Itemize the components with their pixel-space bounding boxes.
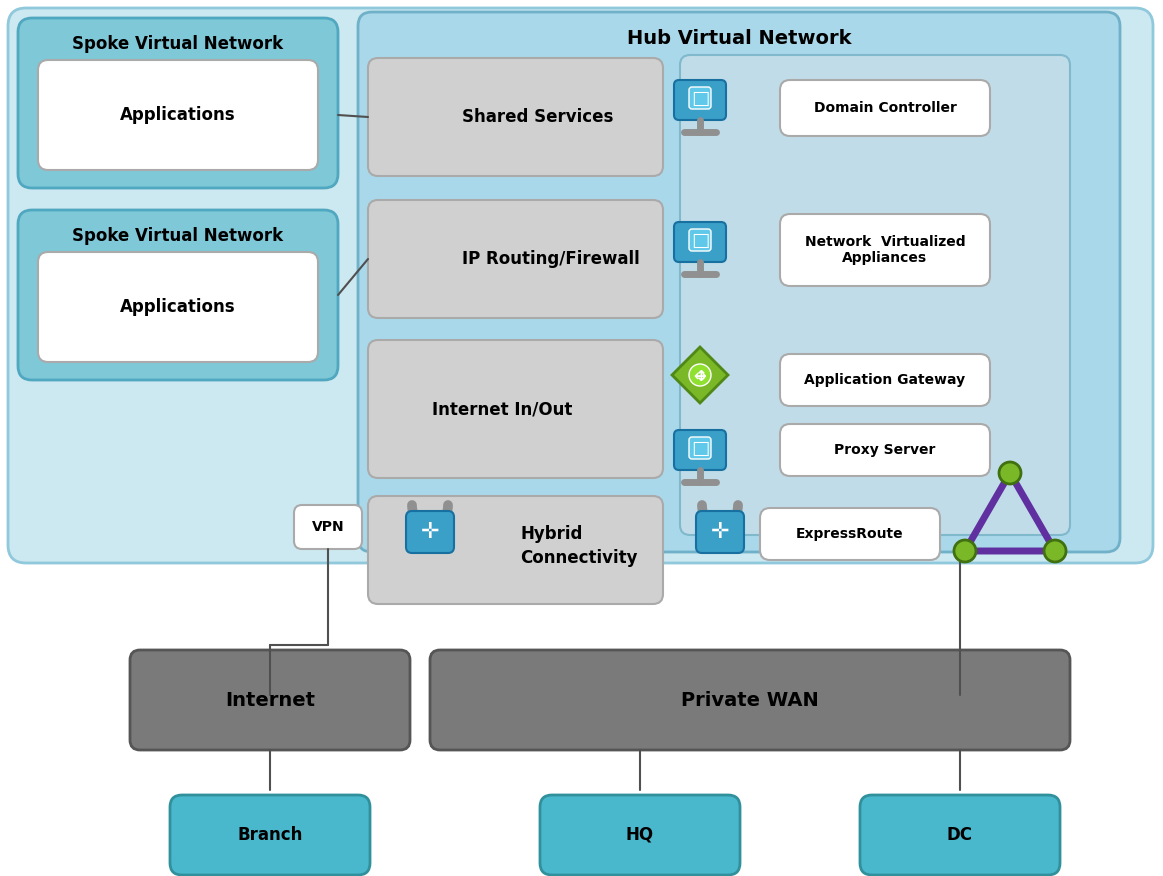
FancyBboxPatch shape [688, 87, 711, 109]
Text: Network  Virtualized
Appliances: Network Virtualized Appliances [805, 235, 965, 265]
FancyBboxPatch shape [695, 511, 744, 553]
FancyBboxPatch shape [368, 58, 663, 176]
FancyBboxPatch shape [780, 80, 990, 136]
Text: ↕: ↕ [693, 369, 706, 384]
FancyBboxPatch shape [780, 354, 990, 406]
Text: Application Gateway: Application Gateway [805, 373, 965, 387]
Text: Private WAN: Private WAN [682, 690, 819, 710]
Text: □: □ [691, 88, 709, 108]
Text: Proxy Server: Proxy Server [834, 443, 936, 457]
FancyBboxPatch shape [430, 650, 1070, 750]
FancyBboxPatch shape [675, 80, 726, 120]
Circle shape [999, 462, 1021, 484]
Text: Hub Virtual Network: Hub Virtual Network [627, 29, 851, 47]
FancyBboxPatch shape [38, 252, 317, 362]
FancyBboxPatch shape [358, 12, 1120, 552]
Circle shape [688, 364, 711, 386]
FancyBboxPatch shape [368, 496, 663, 604]
FancyBboxPatch shape [859, 795, 1059, 875]
FancyBboxPatch shape [675, 222, 726, 262]
Polygon shape [672, 347, 728, 403]
FancyBboxPatch shape [368, 340, 663, 478]
Text: Internet In/Out: Internet In/Out [431, 400, 572, 418]
Text: Applications: Applications [120, 298, 236, 316]
FancyBboxPatch shape [675, 430, 726, 470]
FancyBboxPatch shape [38, 60, 317, 170]
Text: Branch: Branch [237, 826, 302, 844]
Text: Domain Controller: Domain Controller [814, 101, 956, 115]
FancyBboxPatch shape [780, 214, 990, 286]
FancyBboxPatch shape [8, 8, 1153, 563]
Text: ↔: ↔ [693, 369, 706, 384]
FancyBboxPatch shape [759, 508, 940, 560]
FancyBboxPatch shape [294, 505, 362, 549]
Text: ✛: ✛ [711, 522, 729, 542]
Text: Spoke Virtual Network: Spoke Virtual Network [72, 227, 284, 245]
FancyBboxPatch shape [540, 795, 740, 875]
FancyBboxPatch shape [17, 18, 338, 188]
FancyBboxPatch shape [688, 437, 711, 459]
Text: □: □ [691, 230, 709, 250]
Text: HQ: HQ [626, 826, 654, 844]
FancyBboxPatch shape [406, 511, 454, 553]
Text: Applications: Applications [120, 106, 236, 124]
FancyBboxPatch shape [688, 229, 711, 251]
Text: DC: DC [947, 826, 973, 844]
Text: ✛: ✛ [421, 522, 440, 542]
Text: Spoke Virtual Network: Spoke Virtual Network [72, 35, 284, 53]
Text: Shared Services: Shared Services [462, 108, 613, 126]
Text: Internet: Internet [224, 690, 315, 710]
Text: Connectivity: Connectivity [520, 549, 637, 567]
FancyBboxPatch shape [780, 424, 990, 476]
Text: □: □ [691, 439, 709, 457]
Circle shape [954, 540, 976, 562]
Circle shape [1044, 540, 1066, 562]
FancyBboxPatch shape [368, 200, 663, 318]
FancyBboxPatch shape [170, 795, 370, 875]
FancyBboxPatch shape [130, 650, 411, 750]
Text: IP Routing/Firewall: IP Routing/Firewall [462, 250, 640, 268]
Text: ExpressRoute: ExpressRoute [797, 527, 904, 541]
Text: VPN: VPN [312, 520, 344, 534]
FancyBboxPatch shape [680, 55, 1070, 535]
FancyBboxPatch shape [17, 210, 338, 380]
Text: Hybrid: Hybrid [520, 525, 583, 543]
